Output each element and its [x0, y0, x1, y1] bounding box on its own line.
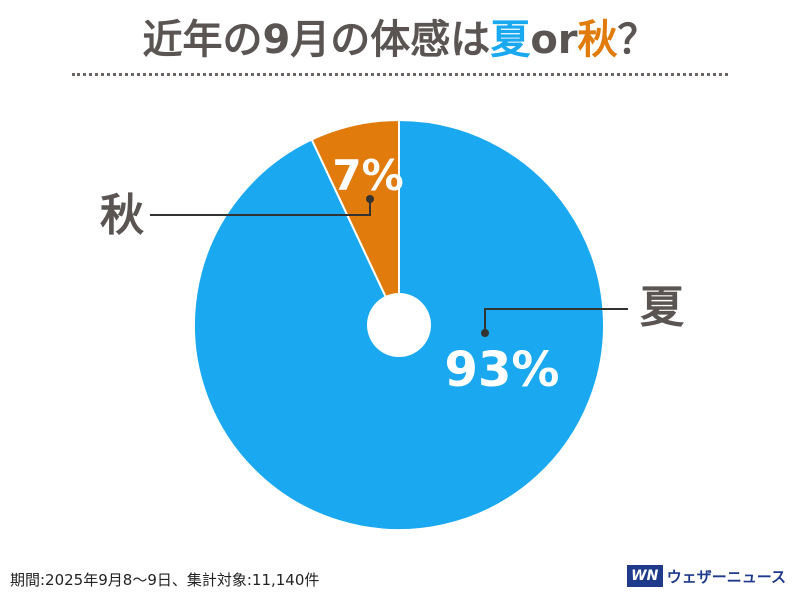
percent-label-autumn: 7% [332, 151, 403, 200]
leader-line-summer [484, 308, 628, 333]
category-label-summer: 夏 [640, 282, 685, 333]
leader-dot-summer [481, 329, 489, 337]
brand-logo: WN [626, 565, 663, 587]
title-divider [72, 73, 728, 76]
title-prefix: 近年の9月の体感は [142, 17, 491, 63]
chart-title: 近年の9月の体感は夏 or 秋？ [0, 8, 800, 72]
title-autumn: 秋 [577, 17, 618, 63]
leader-dot-autumn [366, 195, 374, 203]
leader-line-autumn [150, 199, 371, 216]
survey-note: 期間:2025年9月8〜9日、集計対象:11,140件 [10, 571, 320, 589]
title-suffix: ？ [617, 17, 658, 63]
category-label-autumn: 秋 [100, 190, 144, 241]
title-or: or [530, 17, 578, 63]
brand-name: ウェザーニュース [666, 567, 786, 586]
pie-center-hole [367, 293, 431, 357]
brand: WN ウェザーニュース [626, 564, 786, 588]
percent-label-summer: 93% [445, 342, 560, 398]
pie-slice-autumn [310, 118, 400, 326]
title-summer: 夏 [490, 17, 531, 63]
